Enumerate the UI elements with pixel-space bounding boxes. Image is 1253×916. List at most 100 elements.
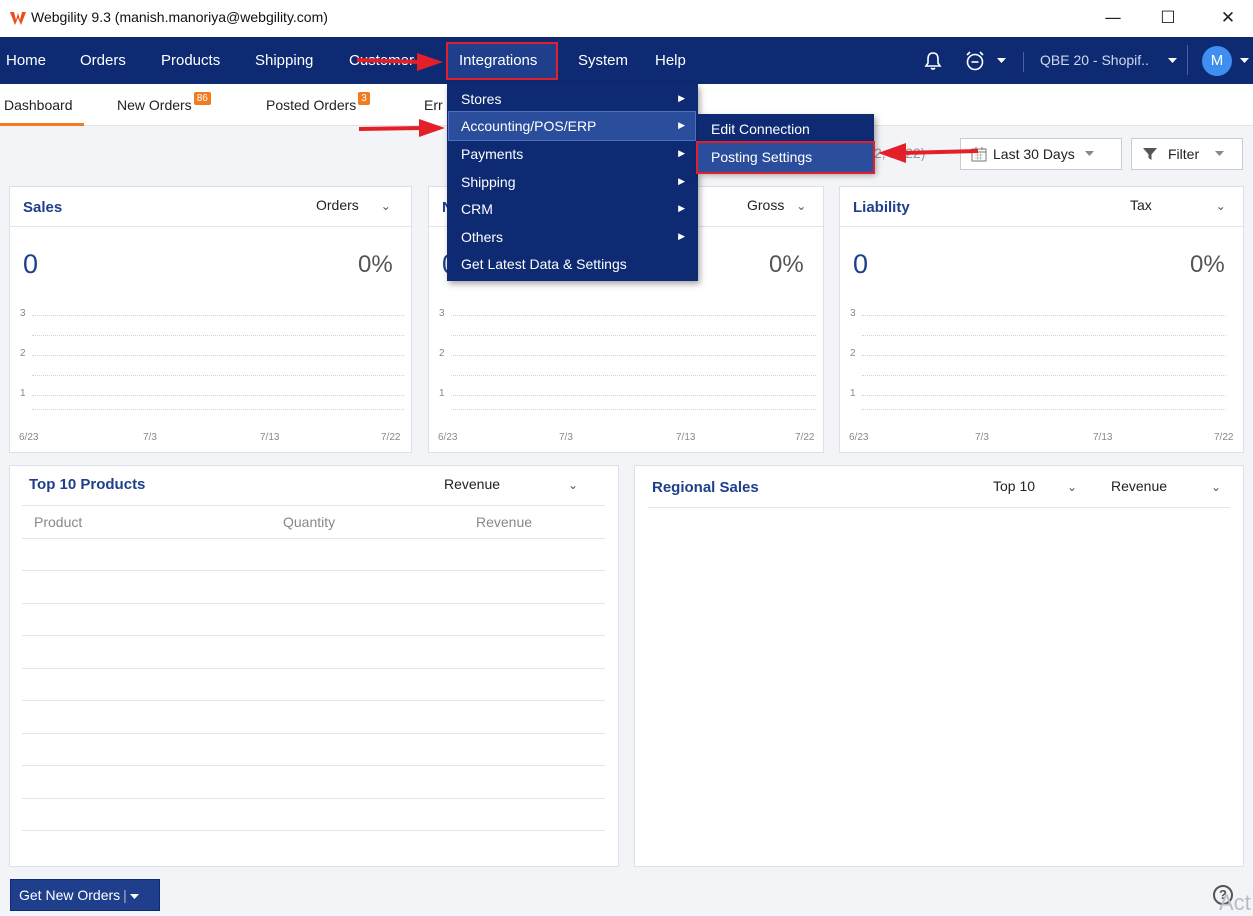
select-label: Top 10 — [993, 478, 1036, 494]
divider — [10, 226, 411, 227]
x-tick: 7/3 — [975, 432, 989, 443]
menu-label: Others — [461, 229, 504, 245]
x-tick: 6/23 — [438, 432, 458, 443]
posting-settings-highlight — [697, 142, 874, 173]
menu-item-accounting[interactable]: Accounting/POS/ERP ▶ — [447, 113, 698, 140]
tab-errors[interactable]: Err — [424, 97, 443, 113]
gridline — [862, 355, 1226, 356]
column-header-quantity: Quantity — [283, 514, 336, 530]
close-button[interactable]: ✕ — [1220, 8, 1236, 28]
top-products-card: Top 10 Products Revenue ⌄ Product Quanti… — [9, 465, 619, 867]
select-label: Revenue — [444, 476, 501, 492]
count-badge: 86 — [193, 92, 211, 105]
menu-item-shipping[interactable]: Shipping ▶ — [447, 169, 698, 196]
tab-new-orders[interactable]: New Orders 86 — [117, 92, 211, 113]
menu-item-others[interactable]: Others ▶ — [447, 224, 698, 251]
nav-integrations[interactable]: Integrations — [459, 52, 538, 69]
chevron-down-icon: ⌄ — [796, 199, 807, 213]
table-row — [22, 668, 605, 669]
column-header-revenue: Revenue — [476, 514, 533, 530]
button-label: Get New Orders — [19, 887, 121, 903]
help-icon[interactable]: ? — [1213, 885, 1233, 905]
menu-label: Stores — [461, 91, 502, 107]
account-selector[interactable]: QBE 20 - Shopif.. — [1040, 52, 1149, 68]
annotation-arrow-icon — [358, 119, 445, 137]
tab-label: New Orders — [117, 97, 192, 113]
card-metric-select[interactable]: Tax ⌄ — [1130, 197, 1226, 213]
activate-windows-watermark: Act — [1219, 890, 1251, 915]
x-tick: 6/23 — [19, 432, 39, 443]
nav-system[interactable]: System — [578, 52, 629, 69]
accounting-item-highlight — [448, 111, 696, 141]
submenu-arrow-icon: ▶ — [678, 177, 685, 187]
table-row — [22, 570, 605, 571]
tab-dashboard[interactable]: Dashboard — [4, 97, 73, 113]
minimize-button[interactable]: — — [1104, 8, 1122, 28]
menu-item-payments[interactable]: Payments ▶ — [447, 141, 698, 168]
table-row — [22, 603, 605, 604]
x-tick: 7/3 — [559, 432, 573, 443]
nav-orders[interactable]: Orders — [80, 52, 126, 69]
webgility-logo-icon — [10, 12, 26, 25]
nav-integrations-highlight — [446, 42, 558, 80]
caret-down-icon — [1084, 151, 1094, 156]
gridline — [32, 315, 404, 316]
select-label: Orders — [316, 197, 359, 213]
y-tick: 3 — [439, 308, 445, 319]
metric-percent: 0% — [358, 251, 393, 278]
gridline — [862, 395, 1226, 396]
nav-shipping[interactable]: Shipping — [255, 52, 314, 69]
x-tick: 7/13 — [260, 432, 280, 443]
metric-value: 0 — [853, 249, 869, 279]
filter-label: Filter — [1168, 146, 1200, 162]
divider — [840, 226, 1243, 227]
card-title: Regional Sales — [652, 479, 759, 496]
card-metric-select[interactable]: Revenue ⌄ — [444, 476, 578, 492]
gridline — [862, 315, 1226, 316]
submenu-item-posting-settings[interactable]: Posting Settings — [711, 149, 813, 165]
tab-posted-orders[interactable]: Posted Orders 3 — [266, 92, 370, 113]
menu-label: Get Latest Data & Settings — [461, 256, 627, 272]
alarm-clock-icon[interactable] — [964, 50, 986, 72]
metric-percent: 0% — [1190, 251, 1225, 278]
filter-dropdown[interactable]: Filter — [1131, 138, 1243, 170]
metric-percent: 0% — [769, 251, 804, 278]
date-range-dropdown[interactable]: Last 30 Days — [960, 138, 1122, 170]
nav-home[interactable]: Home — [6, 52, 47, 69]
menu-item-crm[interactable]: CRM ▶ — [447, 196, 698, 223]
nav-divider — [1023, 52, 1024, 72]
card-title: Sales — [23, 199, 63, 216]
account-caret-icon[interactable] — [1168, 58, 1177, 64]
menu-label: Accounting/POS/ERP — [461, 118, 597, 134]
gridline — [451, 375, 816, 376]
notification-bell-icon[interactable] — [923, 51, 943, 71]
menu-item-get-latest-data[interactable]: Get Latest Data & Settings — [447, 251, 698, 278]
region-metric-select[interactable]: Revenue ⌄ — [1111, 478, 1221, 494]
column-header-product: Product — [34, 514, 83, 530]
nav-help[interactable]: Help — [655, 52, 686, 69]
window-title: Webgility 9.3 (manish.manoriya@webgility… — [31, 9, 328, 25]
user-avatar[interactable]: M — [1202, 46, 1232, 76]
x-tick: 7/22 — [795, 432, 815, 443]
y-tick: 3 — [850, 308, 856, 319]
submenu-item-edit-connection[interactable]: Edit Connection — [711, 121, 810, 137]
table-row — [22, 733, 605, 734]
get-new-orders-button[interactable]: Get New Orders | — [10, 879, 160, 911]
submenu-arrow-icon: ▶ — [678, 204, 685, 214]
caret-down-icon[interactable] — [129, 894, 139, 900]
avatar-caret-icon[interactable] — [1240, 58, 1249, 64]
table-row — [22, 538, 605, 539]
card-metric-select[interactable]: Gross ⌄ — [747, 197, 806, 213]
card-metric-select[interactable]: Orders ⌄ — [316, 197, 391, 213]
maximize-button[interactable]: ☐ — [1160, 8, 1176, 28]
alarm-dropdown-caret-icon[interactable] — [997, 58, 1006, 64]
gridline — [32, 375, 404, 376]
title-bar: Webgility 9.3 (manish.manoriya@webgility… — [0, 0, 1253, 37]
top-count-select[interactable]: Top 10 ⌄ — [993, 478, 1077, 494]
menu-item-stores[interactable]: Stores ▶ — [447, 86, 698, 113]
chevron-down-icon: ⌄ — [1215, 199, 1226, 213]
gridline — [862, 375, 1226, 376]
nav-products[interactable]: Products — [161, 52, 221, 69]
y-tick: 2 — [20, 348, 26, 359]
x-tick: 7/22 — [1214, 432, 1234, 443]
